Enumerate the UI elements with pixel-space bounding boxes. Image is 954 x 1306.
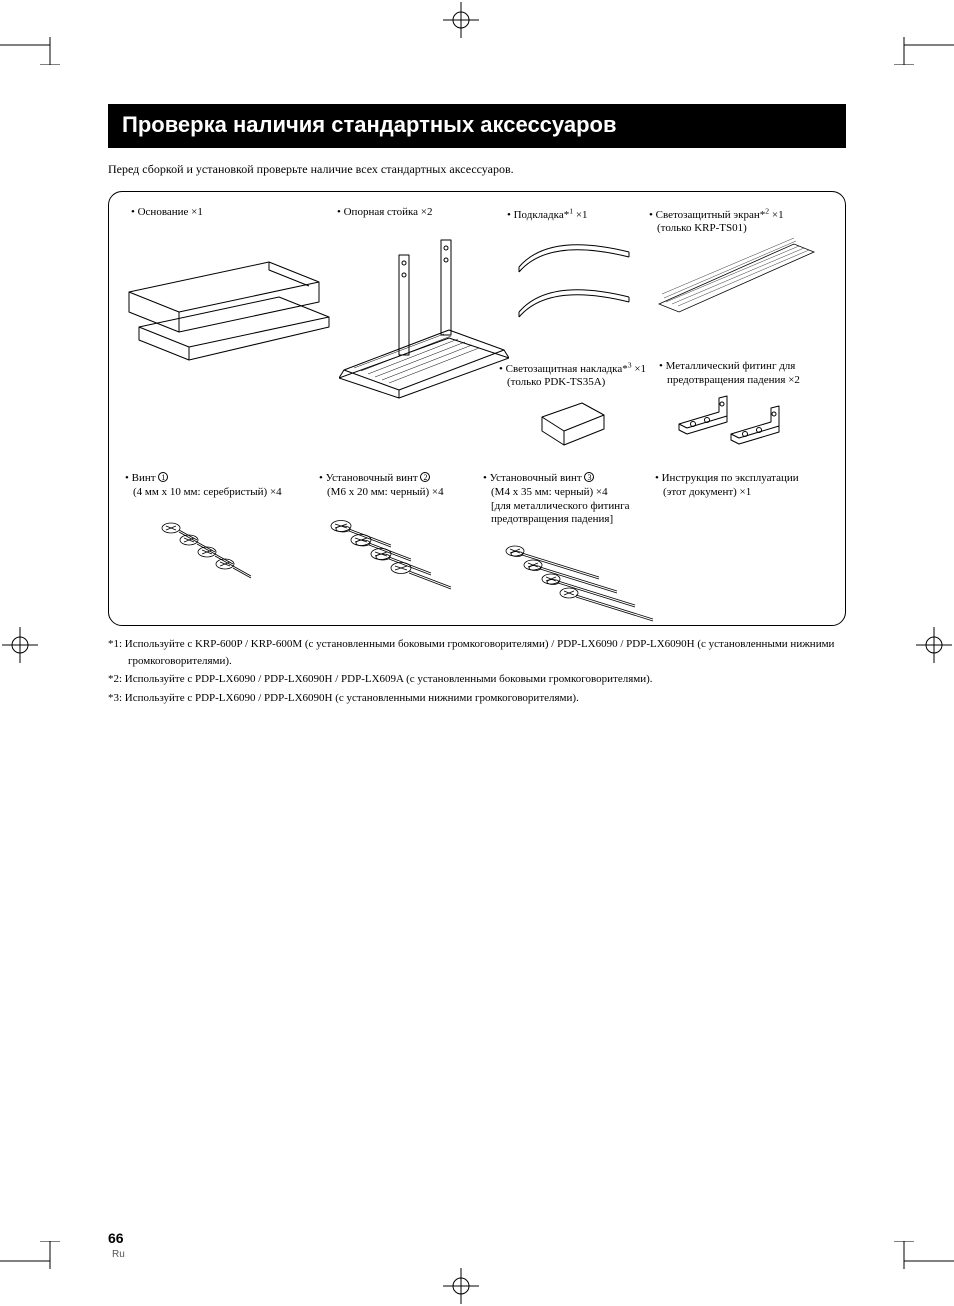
page-number: 66: [108, 1230, 124, 1246]
crop-mark-br: [894, 1241, 954, 1281]
illus-supports: [339, 230, 509, 400]
label-manual: Инструкция по эксплуатации(этот документ…: [655, 472, 799, 500]
label-bracket: Металлический фитинг дляпредотвращения п…: [659, 360, 800, 388]
illus-bracket: [669, 394, 809, 454]
illus-screw2: [329, 510, 479, 590]
label-supports: Опорная стойка ×2: [337, 206, 432, 220]
label-shield: Светозащитный экран*2 ×1(только KRP-TS01…: [649, 206, 784, 236]
label-overlay: Светозащитная накладка*3 ×1(только PDK-T…: [499, 360, 646, 390]
label-screw3: Установочный винт 3(M4 x 35 мм: черный) …: [483, 472, 630, 527]
label-screw1: Винт 1(4 мм x 10 мм: серебристый) ×4: [125, 472, 282, 500]
illus-screw1: [159, 510, 279, 590]
illus-base: [119, 232, 339, 402]
crop-mark-bl: [0, 1241, 60, 1281]
reg-mark-left: [0, 625, 40, 665]
parts-box: Основание ×1 Опорная стойка ×2 Подкладка…: [108, 191, 846, 626]
page-content: Проверка наличия стандартных аксессуаров…: [108, 104, 846, 708]
label-screw2: Установочный винт 2(M6 x 20 мм: черный) …: [319, 472, 444, 500]
footnotes: *1: Используйте с KRP-600P / KRP-600M (с…: [108, 636, 846, 706]
reg-mark-bottom: [441, 1266, 481, 1306]
footnote-2: *2: Используйте с PDP-LX6090 / PDP-LX609…: [108, 671, 846, 688]
reg-mark-right: [914, 625, 954, 665]
illus-screw3: [504, 537, 674, 622]
label-base: Основание ×1: [131, 206, 203, 220]
illus-underlay: [509, 232, 639, 342]
label-underlay: Подкладка*1 ×1: [507, 206, 588, 222]
page-lang: Ru: [112, 1249, 125, 1260]
section-title: Проверка наличия стандартных аксессуаров: [108, 104, 846, 148]
crop-mark-tr: [894, 25, 954, 65]
illus-overlay: [534, 397, 614, 452]
intro-text: Перед сборкой и установкой проверьте нал…: [108, 162, 846, 177]
crop-mark-tl: [0, 25, 60, 65]
footnote-3: *3: Используйте с PDP-LX6090 / PDP-LX609…: [108, 690, 846, 707]
footnote-1: *1: Используйте с KRP-600P / KRP-600M (с…: [108, 636, 846, 669]
illus-shield: [654, 234, 824, 329]
reg-mark-top: [441, 0, 481, 40]
